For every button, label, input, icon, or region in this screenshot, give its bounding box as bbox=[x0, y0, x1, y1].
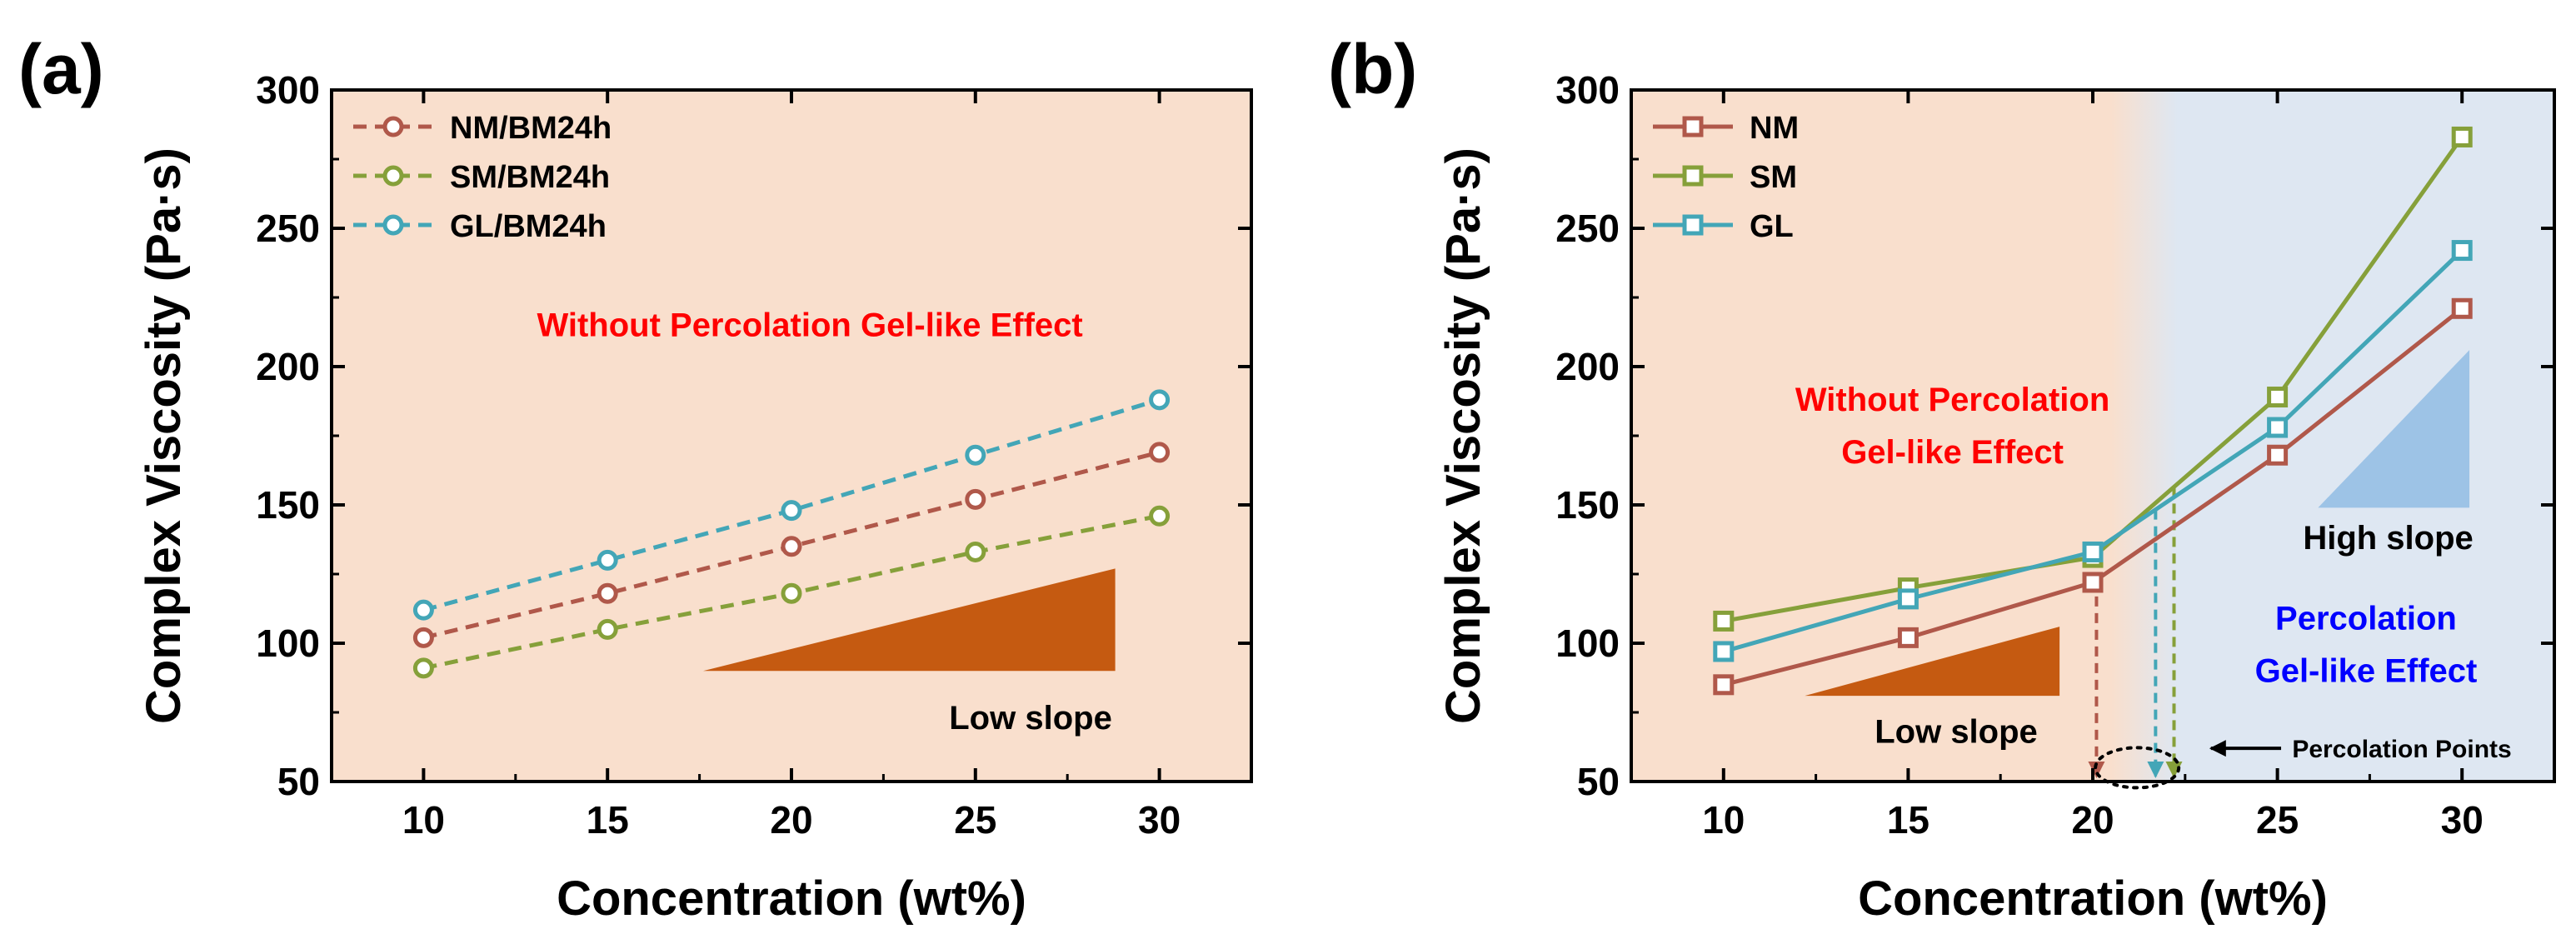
right-effect-label-line1: Percolation bbox=[2275, 600, 2457, 637]
legend-label-gl: GL/BM24h bbox=[450, 209, 607, 244]
data-point-sm bbox=[2451, 126, 2473, 147]
percolation-points-label: Percolation Points bbox=[2292, 736, 2511, 763]
data-point-sm bbox=[1713, 610, 1735, 632]
effect-label: Without Percolation Gel-like Effect bbox=[537, 307, 1082, 343]
legend-label-nm: NM/BM24h bbox=[450, 111, 612, 146]
data-point-gl bbox=[2082, 541, 2104, 562]
data-point-nm bbox=[2082, 572, 2104, 593]
low-slope-triangle bbox=[703, 568, 1116, 672]
legend-marker-gl bbox=[382, 214, 404, 236]
data-point-sm bbox=[412, 657, 434, 679]
data-point-nm bbox=[1897, 627, 1919, 648]
data-point-nm bbox=[412, 627, 434, 648]
right-effect-label-line2: Gel-like Effect bbox=[2255, 652, 2478, 689]
x-tick-label: 10 bbox=[1702, 798, 1745, 842]
y-axis-title: Complex Viscosity (Pa·s) bbox=[137, 147, 191, 724]
x-tick-label: 15 bbox=[1887, 798, 1930, 842]
legend-marker-nm bbox=[382, 116, 404, 137]
x-axis-title: Concentration (wt%) bbox=[1858, 872, 2328, 926]
legend-label-sm: SM bbox=[1750, 160, 1797, 195]
y-tick-label: 50 bbox=[1577, 760, 1620, 803]
legend-label-nm: NM bbox=[1750, 111, 1799, 146]
y-tick-label: 200 bbox=[1555, 345, 1620, 388]
data-point-gl bbox=[2451, 240, 2473, 262]
x-tick-label: 25 bbox=[2256, 798, 2299, 842]
data-point-sm bbox=[965, 541, 986, 562]
low-slope-label: Low slope bbox=[949, 700, 1112, 737]
y-tick-label: 50 bbox=[277, 760, 320, 803]
y-tick-label: 100 bbox=[1555, 622, 1620, 665]
y-axis-title: Complex Viscosity (Pa·s) bbox=[1436, 147, 1490, 724]
x-tick-label: 15 bbox=[587, 798, 629, 842]
data-point-sm bbox=[597, 618, 618, 640]
y-tick-label: 300 bbox=[256, 68, 320, 112]
data-point-gl bbox=[412, 599, 434, 621]
data-point-nm bbox=[781, 536, 802, 557]
data-point-gl bbox=[2267, 417, 2289, 438]
high-slope-label: High slope bbox=[2303, 520, 2473, 557]
data-point-gl bbox=[1149, 389, 1171, 411]
legend-label-sm: SM/BM24h bbox=[450, 160, 610, 195]
y-tick-label: 150 bbox=[256, 483, 320, 527]
y-tick-label: 250 bbox=[256, 207, 320, 250]
panel-b: Low slope High slope Without Percolation Ge… bbox=[1328, 30, 2556, 926]
x-tick-label: 25 bbox=[954, 798, 996, 842]
percolation-points-ellipse bbox=[2094, 746, 2181, 790]
legend-label-gl: GL bbox=[1750, 209, 1794, 244]
x-tick-label: 20 bbox=[770, 798, 812, 842]
data-point-nm bbox=[1149, 442, 1171, 463]
low-slope-triangle bbox=[1805, 627, 2060, 697]
data-point-sm bbox=[2267, 387, 2289, 408]
legend-marker-gl bbox=[1682, 214, 1704, 236]
left-effect-label-line1: Without Percolation bbox=[1795, 382, 2109, 418]
x-tick-label: 20 bbox=[2071, 798, 2114, 842]
data-point-nm bbox=[1713, 674, 1735, 696]
x-tick-label: 10 bbox=[402, 798, 445, 842]
x-tick-label: 30 bbox=[2441, 798, 2484, 842]
y-tick-label: 100 bbox=[256, 622, 320, 665]
legend-marker-nm bbox=[1682, 116, 1704, 137]
panel-label: (a) bbox=[18, 30, 104, 108]
low-slope-label: Low slope bbox=[1875, 714, 2038, 751]
data-point-gl bbox=[1897, 588, 1919, 610]
panel-label: (b) bbox=[1328, 30, 1417, 108]
panel-a: Low slope Without Percolation Gel-like Ef… bbox=[18, 30, 1253, 926]
x-tick-label: 30 bbox=[1138, 798, 1181, 842]
y-tick-label: 200 bbox=[256, 345, 320, 388]
data-point-gl bbox=[597, 549, 618, 571]
data-point-sm bbox=[781, 582, 802, 604]
y-tick-label: 150 bbox=[1555, 483, 1620, 527]
data-point-nm bbox=[965, 488, 986, 510]
data-point-nm bbox=[597, 582, 618, 604]
high-slope-triangle bbox=[2318, 350, 2470, 508]
y-tick-label: 300 bbox=[1555, 68, 1620, 112]
legend-marker-sm bbox=[1682, 165, 1704, 187]
data-point-gl bbox=[965, 444, 986, 466]
x-axis-title: Concentration (wt%) bbox=[557, 872, 1026, 926]
data-point-gl bbox=[781, 500, 802, 522]
left-effect-label-line2: Gel-like Effect bbox=[1841, 434, 2064, 471]
y-tick-label: 250 bbox=[1555, 207, 1620, 250]
data-point-nm bbox=[2267, 444, 2289, 466]
data-point-nm bbox=[2451, 297, 2473, 319]
data-point-gl bbox=[1713, 641, 1735, 662]
legend-marker-sm bbox=[382, 165, 404, 187]
data-point-sm bbox=[1149, 505, 1171, 527]
